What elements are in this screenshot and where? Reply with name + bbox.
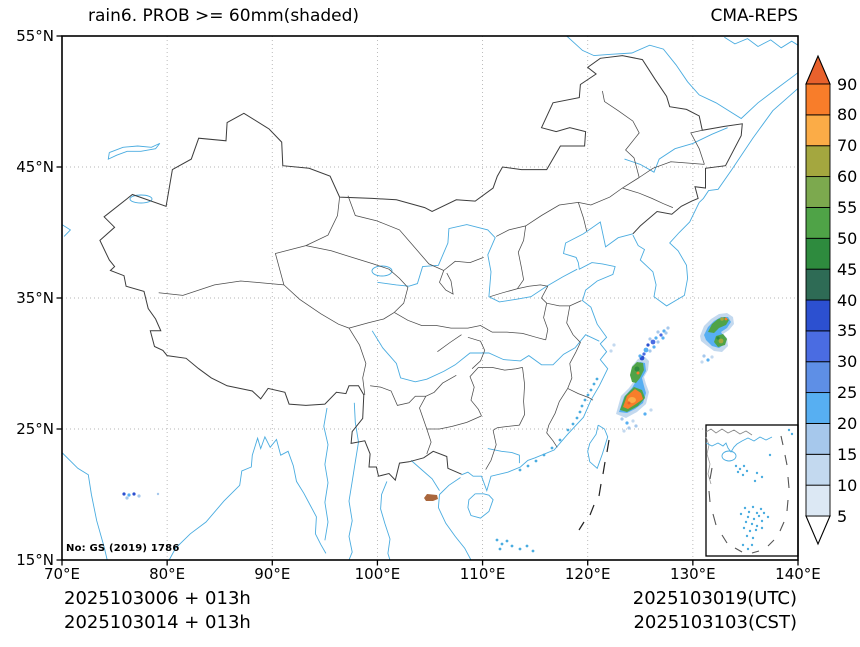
- x-tick-label-120: 120°E: [564, 565, 611, 583]
- colorbar-tick-label-35: 35: [837, 321, 858, 341]
- model-label: CMA-REPS: [710, 6, 798, 26]
- colorbar-tick-label-70: 70: [837, 136, 858, 156]
- colorbar-tick-label-55: 55: [837, 197, 858, 217]
- y-tick-label-45: 45°N: [16, 158, 54, 176]
- x-tick-label-80: 80°E: [149, 565, 186, 583]
- plot-title: rain6. PROB >= 60mm(shaded): [88, 6, 360, 26]
- colorbar-tick-label-80: 80: [837, 105, 858, 125]
- colorbar-tick-label-25: 25: [837, 383, 858, 403]
- x-tick-label-70: 70°E: [43, 565, 81, 583]
- x-tick-label-100: 100°E: [354, 565, 401, 583]
- y-tick-label-35: 35°N: [16, 289, 54, 307]
- colorbar-tick-label-15: 15: [837, 444, 858, 464]
- colorbar-tick-label-45: 45: [837, 259, 858, 279]
- x-tick-label-110: 110°E: [459, 565, 506, 583]
- y-tick-label-55: 55°N: [16, 27, 54, 45]
- map-license-note: No: GS (2019) 1786: [66, 543, 180, 554]
- colorbar-tick-label-90: 90: [837, 74, 858, 94]
- colorbar-tick-label-10: 10: [837, 475, 858, 495]
- colorbar-tick-label-60: 60: [837, 167, 858, 187]
- colorbar-tick-label-5: 5: [837, 506, 848, 526]
- colorbar-tick-label-40: 40: [837, 290, 858, 310]
- init-run-utc-line: 2025103006 + 013h: [64, 588, 251, 609]
- init-run-cst-line: 2025103014 + 013h: [64, 612, 251, 633]
- y-tick-label-15: 15°N: [16, 551, 54, 569]
- colorbar-tick-label-30: 30: [837, 352, 858, 372]
- valid-time-utc: 2025103019(UTC): [632, 588, 797, 609]
- x-tick-label-130: 130°E: [670, 565, 716, 583]
- colorbar-tick-label-20: 20: [837, 413, 858, 433]
- x-tick-label-140: 140°E: [775, 565, 821, 583]
- y-tick-label-25: 25°N: [16, 420, 54, 438]
- colorbar-tick-label-50: 50: [837, 228, 858, 248]
- x-tick-label-90: 90°E: [254, 565, 291, 583]
- valid-time-cst: 2025103103(CST): [633, 612, 797, 633]
